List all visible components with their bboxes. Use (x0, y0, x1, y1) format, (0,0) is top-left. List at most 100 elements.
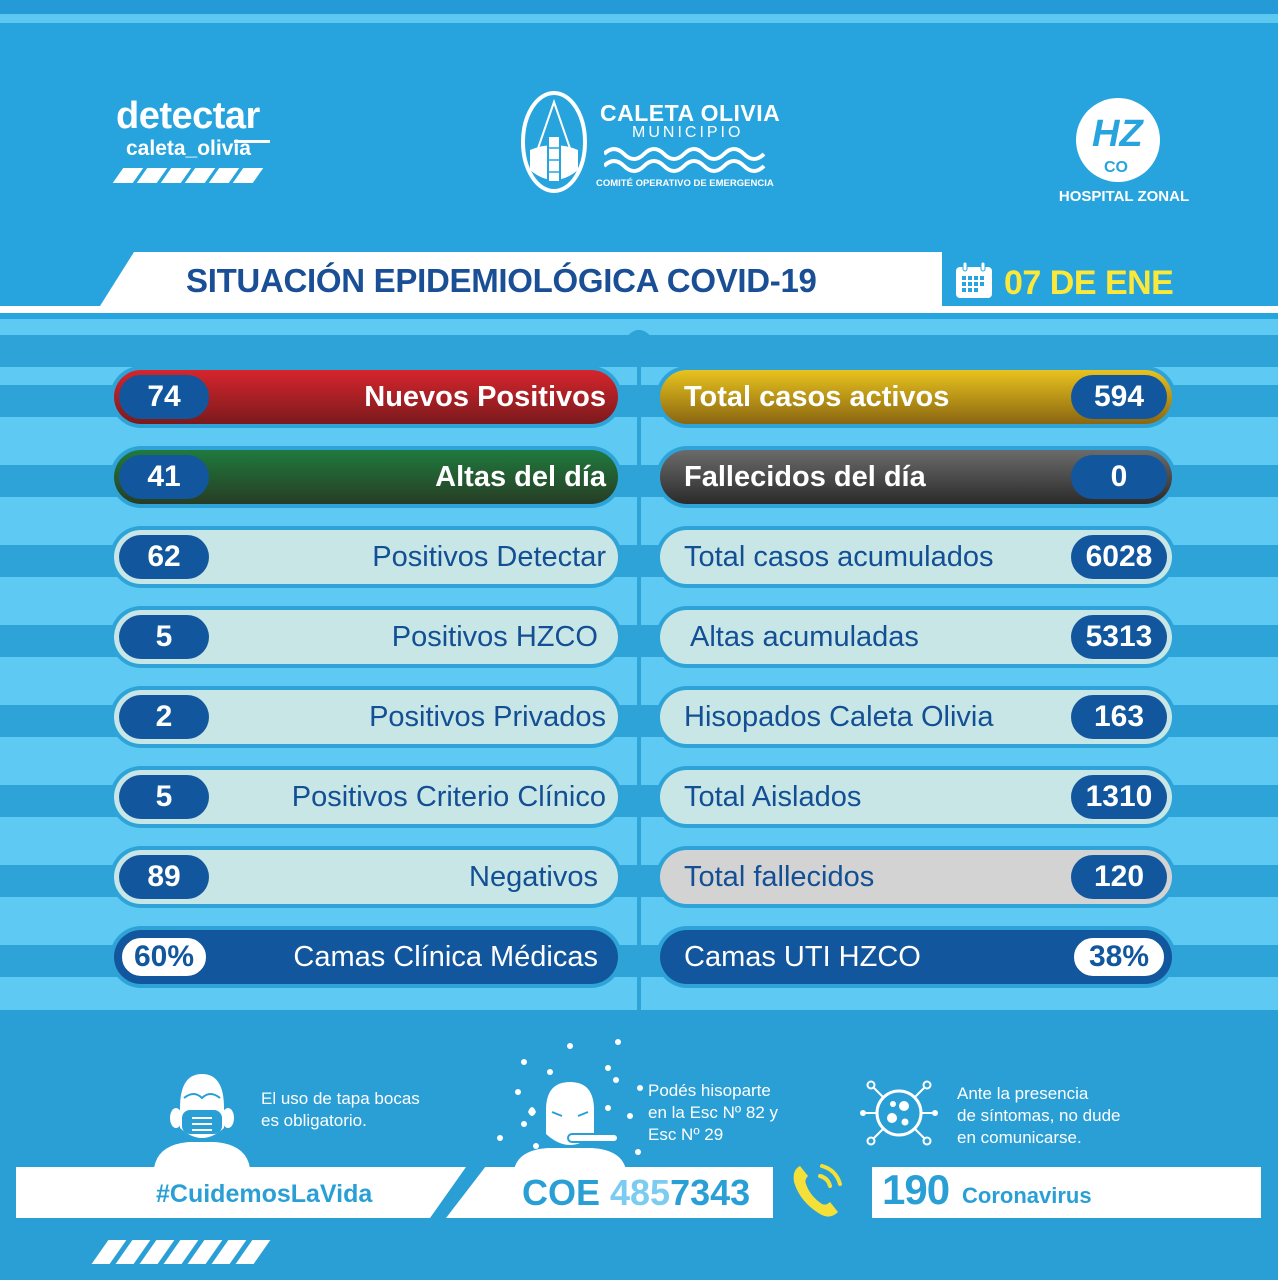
stat-nuevos-positivos: 74 Nuevos Positivos (110, 366, 622, 428)
stat-label: Positivos HZCO (391, 620, 598, 653)
stat-label: Total fallecidos (684, 860, 875, 893)
hospital-emblem-icon: HZ CO (1076, 98, 1160, 182)
hospital-logo: HZ CO HOSPITAL ZONAL (1044, 96, 1204, 211)
municipio-logo: CALETA OLIVIA MUNICIPIO COMITÉ OPERATIVO… (520, 88, 790, 198)
stat-positivos-criterio-clinico: 5 Positivos Criterio Clínico (110, 766, 622, 828)
hashtag-bar (16, 1167, 466, 1218)
hotline-bar (872, 1167, 1261, 1218)
stat-label: Hisopados Caleta Olivia (684, 700, 994, 733)
phone-icon (793, 1164, 842, 1217)
stat-total-aislados: Total Aislados 1310 (656, 766, 1176, 828)
title-banner (100, 252, 942, 306)
detectar-logo: detectar caleta_olivia (112, 95, 276, 183)
column-divider (637, 330, 641, 1010)
hashtag: #CuidemosLaVida (156, 1180, 373, 1208)
separator-dark (0, 313, 1278, 319)
stat-total-casos-activos: Total casos activos 594 (656, 366, 1176, 428)
stat-altas-acumuladas: Altas acumuladas 5313 (656, 606, 1176, 668)
symptom-text-line: de síntomas, no dude (957, 1106, 1121, 1125)
divider-dot (626, 330, 652, 356)
hotline-number[interactable]: 190 (882, 1166, 950, 1213)
face-mask-icon (154, 1074, 250, 1168)
waves-icon (604, 147, 766, 173)
stat-label: Positivos Privados (369, 700, 606, 733)
stat-value: 38% (1071, 935, 1167, 979)
stat-value: 60% (119, 935, 209, 979)
stat-label: Positivos Criterio Clínico (291, 780, 606, 813)
stat-value: 5 (119, 775, 209, 819)
stat-value: 1310 (1071, 775, 1167, 819)
detectar-title: detectar (116, 95, 260, 137)
stat-label: Camas Clínica Médicas (293, 940, 598, 973)
separator (0, 306, 1278, 313)
page-title: SITUACIÓN EPIDEMIOLÓGICA COVID-19 (186, 262, 817, 299)
stat-value: 6028 (1071, 535, 1167, 579)
detectar-subtitle: caleta_olivia (126, 137, 251, 160)
stat-value: 0 (1071, 455, 1167, 499)
swab-text-line: Podés hisoparte (648, 1081, 771, 1100)
stat-label: Negativos (469, 860, 598, 893)
municipio-emblem-icon (521, 91, 587, 193)
stat-value: 5313 (1071, 615, 1167, 659)
stat-label: Altas acumuladas (690, 620, 919, 653)
coe-label: COE (522, 1172, 611, 1213)
stat-total-casos-acumulados: Total casos acumulados 6028 (656, 526, 1176, 588)
stat-value: 62 (119, 535, 209, 579)
stat-label: Altas del día (435, 460, 606, 493)
bottom-stripes (91, 1240, 271, 1264)
top-strip-light (0, 14, 1278, 23)
coe-bar (446, 1167, 773, 1218)
mask-text: El uso de tapa bocas es obligatorio. (261, 1088, 420, 1132)
detectar-stripes (112, 168, 276, 183)
stat-positivos-privados: 2 Positivos Privados (110, 686, 622, 748)
municipio-name: CALETA OLIVIA (600, 100, 781, 126)
stat-value: 594 (1071, 375, 1167, 419)
stat-positivos-detectar: 62 Positivos Detectar (110, 526, 622, 588)
stat-value: 89 (119, 855, 209, 899)
stat-hisopados-caleta-olivia: Hisopados Caleta Olivia 163 (656, 686, 1176, 748)
stat-label: Total casos activos (684, 380, 950, 413)
svg-text:HZ: HZ (1092, 113, 1144, 155)
stat-value: 41 (119, 455, 209, 499)
stat-negativos: 89 Negativos (110, 846, 622, 908)
mask-text-line: El uso de tapa bocas (261, 1089, 420, 1108)
stat-camas-clinica-medicas: 60% Camas Clínica Médicas (110, 926, 622, 988)
coe-number-part: 485 (610, 1172, 671, 1213)
report-date: 07 DE ENE (1004, 264, 1174, 302)
mask-text-line: es obligatorio. (261, 1111, 367, 1130)
stat-value: 5 (119, 615, 209, 659)
stat-value: 163 (1071, 695, 1167, 739)
municipio-sub: MUNICIPIO (632, 124, 744, 141)
svg-text:CO: CO (1104, 159, 1128, 176)
hospital-name: HOSPITAL ZONAL (1058, 188, 1190, 205)
stat-value: 2 (119, 695, 209, 739)
detectar-underline (234, 140, 270, 143)
stat-label: Total Aislados (684, 780, 862, 813)
symptom-text: Ante la presencia de síntomas, no dude e… (957, 1083, 1121, 1149)
stat-label: Total casos acumulados (684, 540, 994, 573)
stat-label: Camas UTI HZCO (684, 940, 921, 973)
stat-value: 120 (1071, 855, 1167, 899)
stat-label: Fallecidos del día (684, 460, 926, 493)
swab-text-line: en la Esc Nº 82 y (648, 1103, 778, 1122)
swab-text: Podés hisoparte en la Esc Nº 82 y Esc Nº… (648, 1080, 778, 1146)
stat-label: Positivos Detectar (372, 540, 606, 573)
calendar-icon (956, 262, 992, 298)
stat-positivos-hzco: 5 Positivos HZCO (110, 606, 622, 668)
stat-altas-del-dia: 41 Altas del día (110, 446, 622, 508)
coe-number-part: 7343 (670, 1172, 751, 1213)
stat-label: Nuevos Positivos (364, 380, 606, 413)
stat-total-fallecidos: Total fallecidos 120 (656, 846, 1176, 908)
symptom-text-line: en comunicarse. (957, 1128, 1082, 1147)
virus-icon (860, 1080, 938, 1146)
stat-value: 74 (119, 375, 209, 419)
hotline-label: Coronavirus (962, 1183, 1092, 1208)
top-strip (0, 0, 1278, 14)
coe-phone[interactable]: COE 4857343 (522, 1172, 750, 1214)
symptom-text-line: Ante la presencia (957, 1084, 1089, 1103)
municipio-committee: COMITÉ OPERATIVO DE EMERGENCIA (596, 178, 774, 189)
stat-fallecidos-del-dia: Fallecidos del día 0 (656, 446, 1176, 508)
sick-person-thermometer-icon (497, 1039, 643, 1170)
stat-camas-uti-hzco: Camas UTI HZCO 38% (656, 926, 1176, 988)
swab-text-line: Esc Nº 29 (648, 1125, 724, 1144)
